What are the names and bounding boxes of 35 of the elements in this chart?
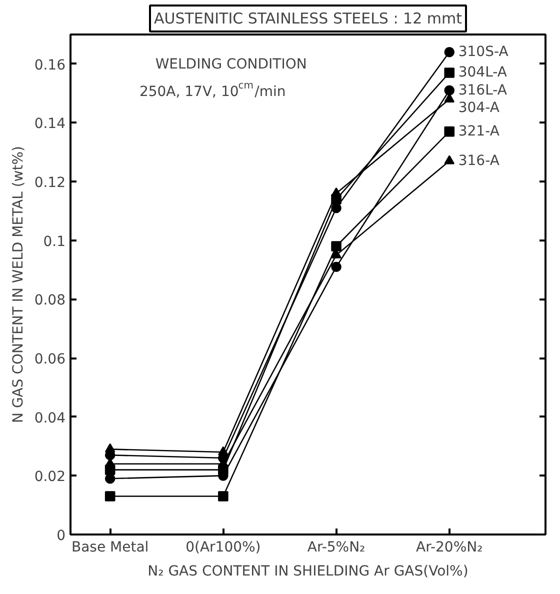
annotation: WELDING CONDITION	[155, 56, 307, 72]
point	[331, 241, 342, 252]
point	[104, 443, 116, 452]
y-tick-label: 0	[56, 528, 66, 544]
y-tick-label: 0.12	[34, 175, 66, 192]
series-label: 316L-A	[458, 82, 508, 98]
series-label: 321-A	[458, 124, 500, 140]
point	[331, 187, 342, 197]
point	[104, 491, 116, 502]
y-tick-label: 0.04	[34, 410, 66, 426]
point	[444, 155, 455, 164]
x-tick-label: 0(Ar100%)	[186, 540, 261, 556]
x-tick-label: Ar-5%N₂	[307, 540, 366, 556]
y-tick-label: 0.06	[34, 352, 66, 368]
legend-label: 304L-A	[458, 64, 508, 81]
x-tick-label: Base Metal	[71, 540, 149, 556]
x-tick-label: Ar-20%N₂	[416, 540, 483, 556]
y-tick-label: 0.14	[34, 116, 66, 132]
point	[331, 262, 342, 272]
y-tick-label: 0.08	[34, 292, 66, 309]
series-label: 304-A	[458, 100, 500, 116]
y-axis-title: N GAS CONTENT IN WELD METAL (wt%)	[10, 146, 26, 423]
point	[444, 47, 455, 58]
point	[444, 85, 455, 96]
series-label: 310S-A	[458, 44, 509, 60]
chart-title: AUSTENITIC STAINLESS STEELS : 12 mmt	[154, 10, 462, 28]
point	[444, 126, 455, 137]
y-tick-label: 0.02	[34, 469, 66, 486]
x-axis-title: N₂ GAS CONTENT IN SHIELDING Ar GAS(Vol%)	[148, 564, 468, 580]
series-label: 316-A	[458, 152, 500, 169]
y-tick-label: 0.16	[34, 57, 66, 74]
y-tick-label: 0.1	[43, 234, 66, 250]
point	[218, 491, 228, 502]
point	[444, 68, 455, 78]
point	[218, 446, 228, 456]
